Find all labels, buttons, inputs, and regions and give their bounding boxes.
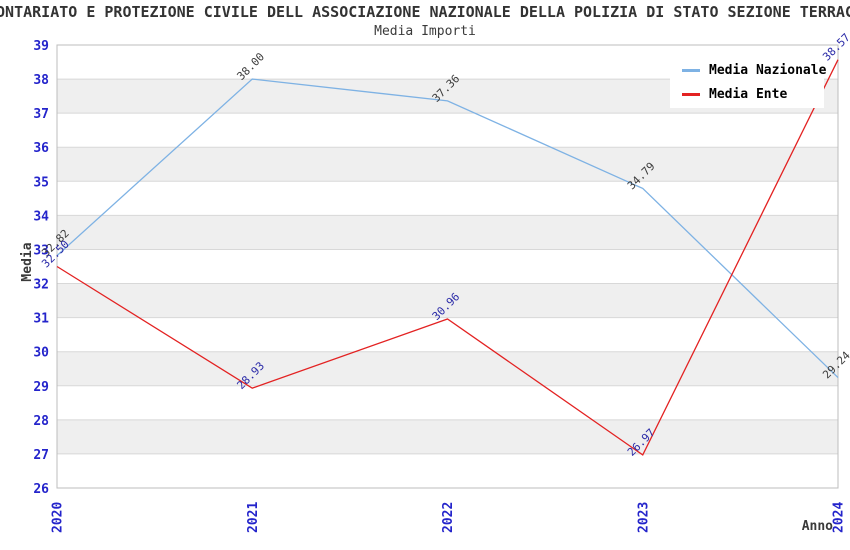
- plot-band: [57, 181, 838, 216]
- media-nazionale-line-swatch-icon: [682, 69, 700, 72]
- y-tick-label: 35: [33, 175, 49, 190]
- x-axis-title: Anno: [802, 519, 833, 534]
- plot-band: [57, 283, 838, 318]
- y-tick-label: 39: [33, 39, 49, 54]
- y-tick-label: 26: [33, 482, 49, 497]
- series-line-media-nazionale: [56, 78, 839, 379]
- chart-subtitle: Media Importi: [374, 24, 476, 39]
- y-tick-label: 31: [33, 312, 49, 327]
- x-tick-label: 2024: [832, 502, 847, 533]
- y-tick-label: 29: [33, 380, 49, 395]
- plot-band: [57, 215, 838, 250]
- plot-band: [57, 385, 838, 420]
- x-tick-label: 2021: [246, 502, 261, 533]
- y-tick-label: 28: [33, 414, 49, 429]
- series-line-media-ente: [56, 59, 839, 456]
- y-axis-title: Media: [20, 242, 35, 281]
- legend-item-media-nazionale: Media Nazionale: [682, 63, 827, 78]
- plot-band: [57, 147, 838, 182]
- x-tick-label: 2022: [441, 502, 456, 533]
- legend-label-media-nazionale: Media Nazionale: [709, 63, 827, 78]
- x-tick-label: 2020: [51, 502, 66, 533]
- y-tick-label: 30: [33, 346, 49, 361]
- x-tick-label: 2023: [636, 502, 651, 533]
- media-ente-line-swatch-icon: [682, 93, 700, 96]
- y-tick-label: 36: [33, 141, 49, 156]
- plot-band: [57, 317, 838, 352]
- y-tick-label: 37: [33, 107, 49, 122]
- chart-title: ONTARIATO E PROTEZIONE CIVILE DELL ASSOC…: [0, 3, 850, 21]
- legend-item-media-ente: Media Ente: [682, 87, 824, 102]
- plot-band: [57, 453, 838, 488]
- y-tick-label: 32: [33, 278, 49, 293]
- plot-band: [57, 351, 838, 386]
- plot-band: [57, 249, 838, 284]
- plot-band: [57, 419, 838, 454]
- y-tick-label: 33: [33, 243, 49, 258]
- plot-band: [57, 113, 838, 148]
- y-tick-label: 38: [33, 73, 49, 88]
- legend-label-media-ente: Media Ente: [709, 87, 788, 102]
- legend: Media Nazionale Media Ente: [670, 57, 827, 108]
- y-tick-label: 27: [33, 448, 49, 463]
- y-tick-label: 34: [33, 209, 49, 224]
